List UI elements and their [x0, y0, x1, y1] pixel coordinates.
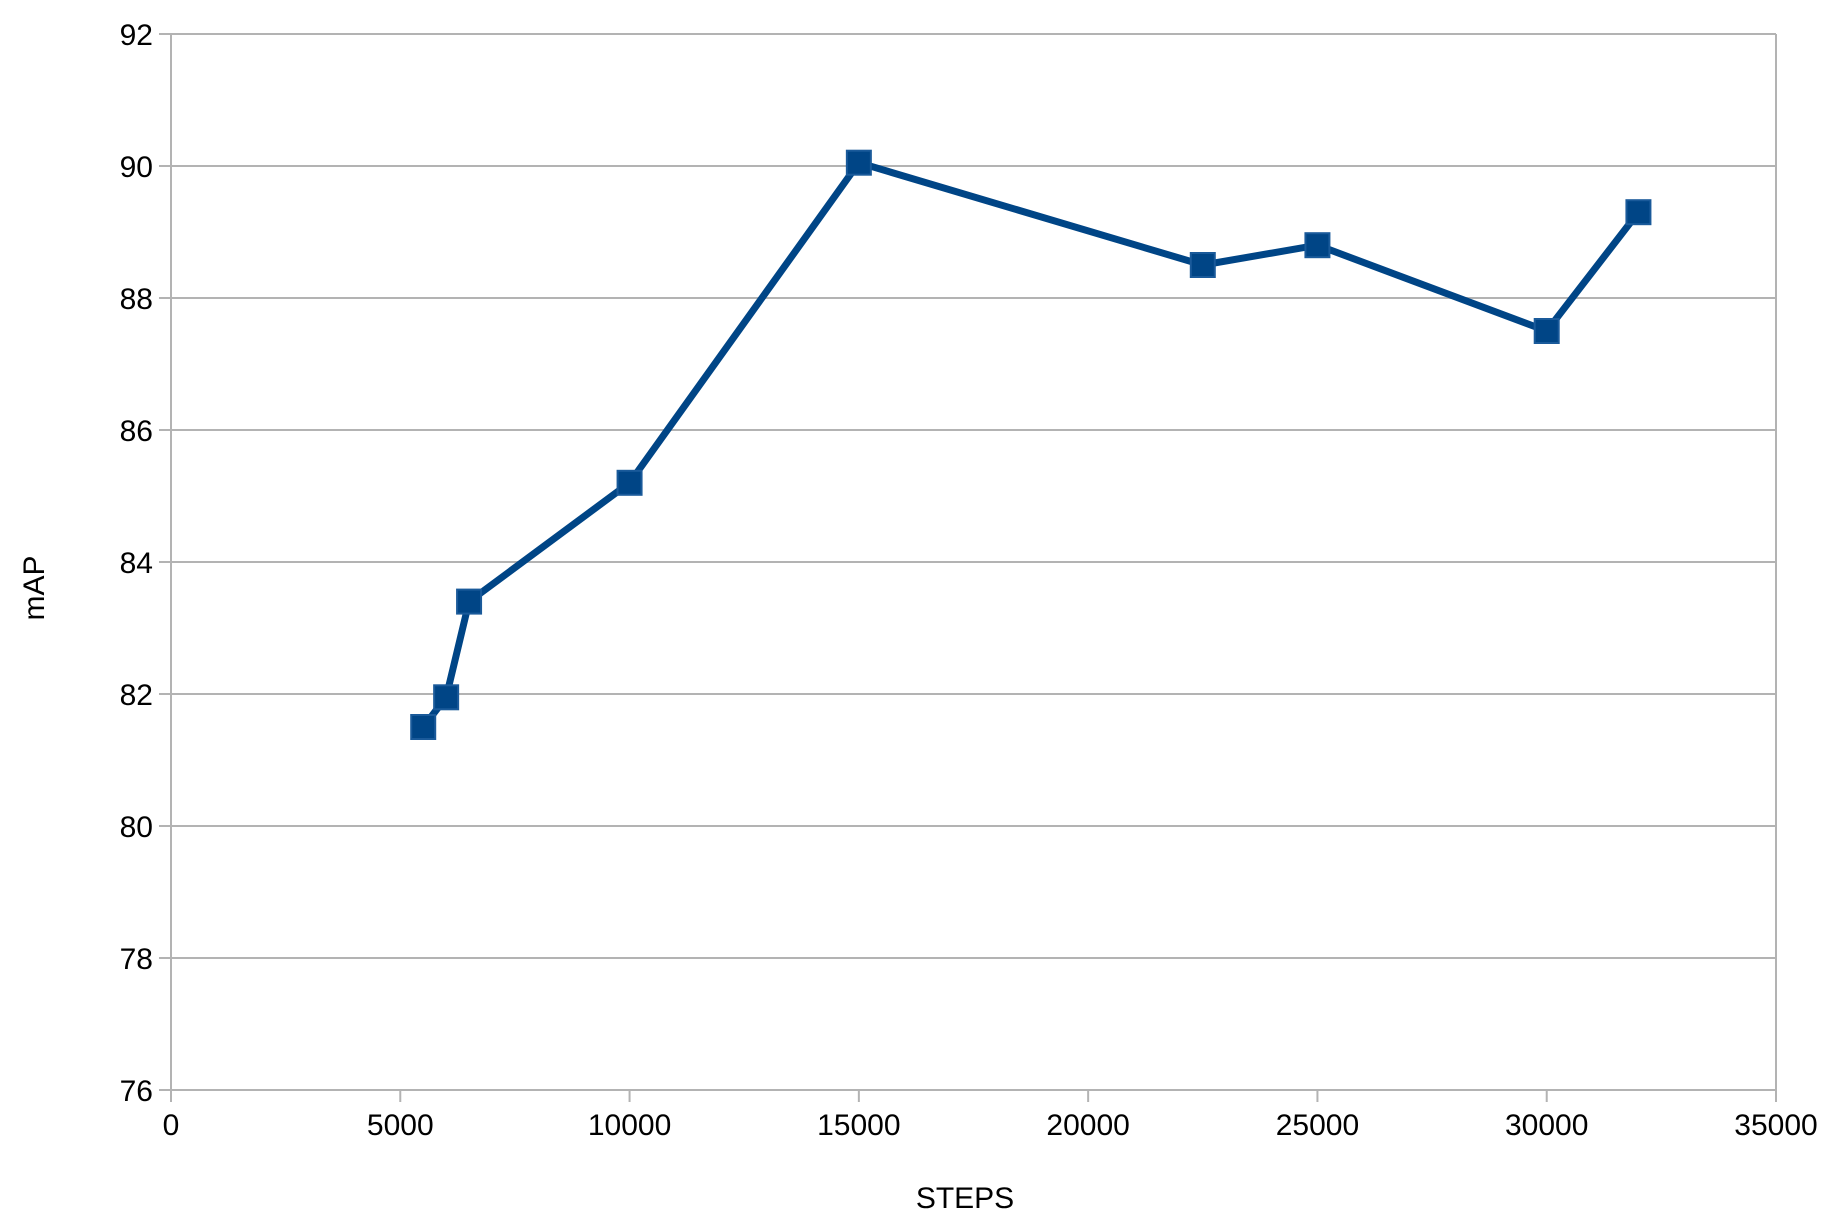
y-tick-label: 80 — [120, 811, 153, 844]
data-point-marker — [845, 149, 872, 176]
data-point-marker — [410, 714, 437, 740]
data-point-marker — [1304, 232, 1331, 259]
y-tick-label: 92 — [120, 19, 153, 52]
x-tick-label: 35000 — [1734, 1109, 1817, 1142]
x-tick-label: 25000 — [1276, 1109, 1359, 1142]
data-point-marker — [1533, 318, 1560, 344]
y-axis-title: mAP — [18, 555, 51, 620]
data-point-marker — [1189, 252, 1216, 278]
axes — [159, 33, 1777, 1102]
x-tick-label: 20000 — [1046, 1109, 1129, 1142]
series-line — [419, 159, 1642, 731]
data-series — [410, 149, 1652, 740]
y-tick-label: 84 — [120, 547, 153, 580]
x-axis-title: STEPS — [916, 1182, 1014, 1215]
x-tick-label: 0 — [163, 1109, 180, 1142]
y-tick-label: 82 — [120, 679, 153, 712]
x-axis-tick-labels: 0 5000 10000 15000 20000 25000 30000 35000 — [163, 1109, 1818, 1142]
x-tick-label: 30000 — [1505, 1109, 1588, 1142]
y-tick-label: 78 — [120, 943, 153, 976]
y-tick-label: 76 — [120, 1075, 153, 1108]
y-axis-tick-labels: 76 78 80 82 84 86 88 90 92 — [120, 19, 153, 1108]
y-tick-label: 90 — [120, 151, 153, 184]
data-point-marker — [433, 684, 460, 711]
y-tick-label: 86 — [120, 415, 153, 448]
y-tick-label: 88 — [120, 283, 153, 316]
x-tick-label: 5000 — [367, 1109, 434, 1142]
data-point-marker — [616, 469, 643, 496]
data-point-marker — [1625, 199, 1652, 226]
grid-lines — [171, 33, 1776, 1091]
x-tick-label: 10000 — [588, 1109, 671, 1142]
x-tick-label: 15000 — [817, 1109, 900, 1142]
data-point-marker — [456, 588, 483, 615]
